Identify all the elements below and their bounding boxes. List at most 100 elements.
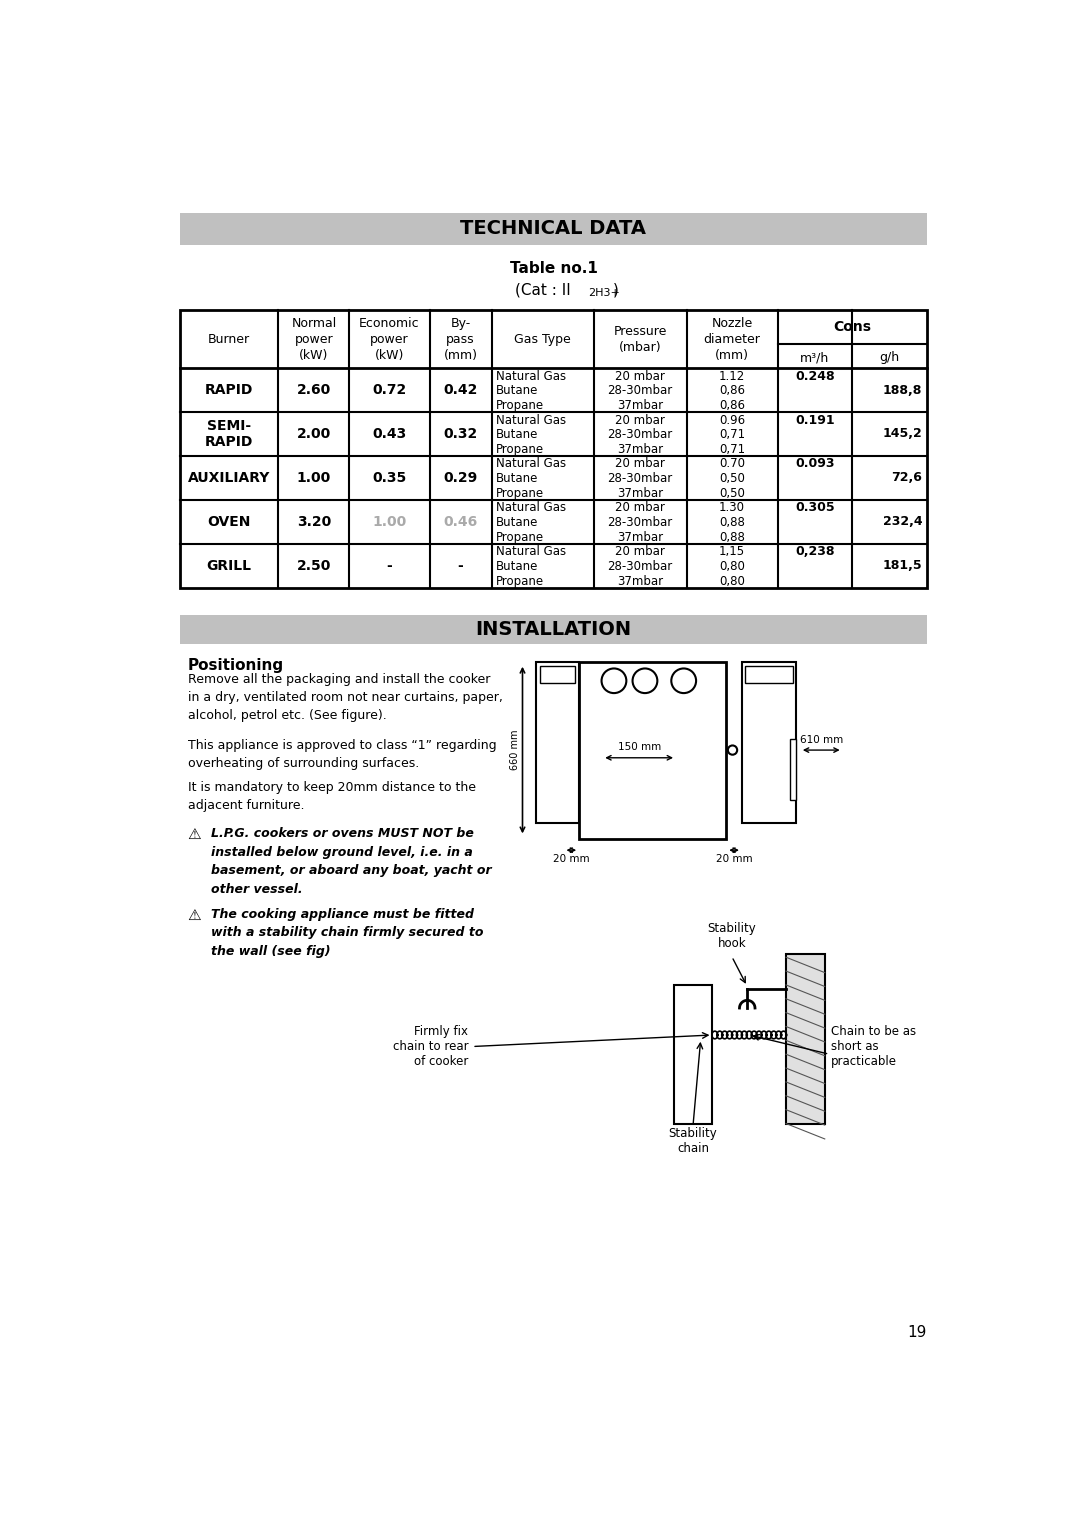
Text: 0,86: 0,86: [719, 385, 745, 397]
Text: 37mbar: 37mbar: [617, 530, 663, 544]
Text: Firmly fix
chain to rear
of cooker: Firmly fix chain to rear of cooker: [393, 1025, 469, 1068]
Text: 1.12: 1.12: [719, 370, 745, 382]
Text: 20 mbar: 20 mbar: [616, 501, 665, 515]
Bar: [674, 986, 713, 1123]
Text: 28-30mbar: 28-30mbar: [607, 428, 673, 442]
Text: 188,8: 188,8: [883, 384, 922, 397]
Text: 0.43: 0.43: [373, 426, 407, 442]
Text: 37mbar: 37mbar: [617, 399, 663, 413]
Text: 28-30mbar: 28-30mbar: [607, 516, 673, 529]
Text: Propane: Propane: [496, 399, 544, 413]
Bar: [180, 614, 927, 643]
Text: 0,50: 0,50: [719, 487, 745, 500]
Text: 0.191: 0.191: [795, 414, 835, 426]
Text: 28-30mbar: 28-30mbar: [607, 472, 673, 484]
Text: 3.20: 3.20: [297, 515, 330, 529]
Text: It is mandatory to keep 20mm distance to the
adjacent furniture.: It is mandatory to keep 20mm distance to…: [188, 781, 475, 811]
Text: 20 mm: 20 mm: [716, 854, 753, 863]
Text: Chain to be as
short as
practicable: Chain to be as short as practicable: [831, 1025, 916, 1068]
Text: 0,80: 0,80: [719, 559, 745, 573]
Text: Gas Type: Gas Type: [514, 333, 571, 345]
Text: Natural Gas: Natural Gas: [496, 370, 566, 382]
Text: By-
pass
(mm): By- pass (mm): [444, 316, 477, 362]
Text: 150 mm: 150 mm: [618, 743, 661, 752]
Text: 37mbar: 37mbar: [617, 575, 663, 588]
Text: RAPID: RAPID: [205, 384, 254, 397]
Text: Natural Gas: Natural Gas: [496, 545, 566, 558]
Text: L.P.G. cookers or ovens MUST NOT be
installed below ground level, i.e. in a
base: L.P.G. cookers or ovens MUST NOT be inst…: [211, 827, 491, 895]
Bar: [745, 666, 793, 683]
Text: 20 mm: 20 mm: [553, 854, 590, 863]
Text: Butane: Butane: [496, 559, 539, 573]
Text: 28-30mbar: 28-30mbar: [607, 559, 673, 573]
Text: Butane: Butane: [496, 516, 539, 529]
Text: 0.32: 0.32: [444, 426, 477, 442]
Text: Propane: Propane: [496, 443, 544, 455]
Text: 0.96: 0.96: [719, 414, 745, 426]
Text: m³/h: m³/h: [800, 351, 829, 364]
Text: ⚠: ⚠: [188, 827, 201, 842]
Text: 20 mbar: 20 mbar: [616, 457, 665, 471]
Text: 2.00: 2.00: [297, 426, 330, 442]
Bar: [180, 212, 927, 244]
Text: 19: 19: [907, 1325, 927, 1340]
Text: Propane: Propane: [496, 487, 544, 500]
Text: OVEN: OVEN: [207, 515, 251, 529]
Text: Normal
power
(kW): Normal power (kW): [292, 316, 337, 362]
Text: (Cat : II: (Cat : II: [515, 283, 576, 296]
Text: 0,86: 0,86: [719, 399, 745, 413]
Bar: [789, 738, 796, 801]
Text: Stability
hook: Stability hook: [707, 923, 756, 950]
Text: 2.60: 2.60: [297, 384, 330, 397]
Text: TECHNICAL DATA: TECHNICAL DATA: [460, 220, 647, 238]
Text: Pressure
(mbar): Pressure (mbar): [613, 325, 666, 354]
Text: ): ): [613, 283, 619, 296]
Text: Butane: Butane: [496, 472, 539, 484]
Text: Table no.1: Table no.1: [510, 261, 597, 275]
Text: Natural Gas: Natural Gas: [496, 501, 566, 515]
Text: Natural Gas: Natural Gas: [496, 414, 566, 426]
Text: 660 mm: 660 mm: [510, 730, 521, 770]
Bar: [180, 310, 927, 588]
Text: 0,71: 0,71: [719, 428, 745, 442]
Text: Propane: Propane: [496, 575, 544, 588]
Text: -: -: [387, 559, 392, 573]
Text: AUXILIARY: AUXILIARY: [188, 471, 270, 484]
Text: The cooking appliance must be fitted
with a stability chain firmly secured to
th: The cooking appliance must be fitted wit…: [211, 908, 484, 958]
Text: Burner: Burner: [208, 333, 251, 345]
Text: Stability
chain: Stability chain: [669, 1128, 717, 1155]
Text: 1.00: 1.00: [297, 471, 330, 484]
Text: 20 mbar: 20 mbar: [616, 414, 665, 426]
Text: Natural Gas: Natural Gas: [496, 457, 566, 471]
Text: 2H3+: 2H3+: [589, 287, 620, 298]
Text: Cons: Cons: [834, 319, 872, 333]
Text: This appliance is approved to class “1” regarding
overheating of surrounding sur: This appliance is approved to class “1” …: [188, 738, 497, 770]
Text: INSTALLATION: INSTALLATION: [475, 620, 632, 639]
Text: 0.72: 0.72: [373, 384, 407, 397]
Text: Remove all the packaging and install the cooker
in a dry, ventilated room not ne: Remove all the packaging and install the…: [188, 672, 502, 723]
Text: Economic
power
(kW): Economic power (kW): [360, 316, 420, 362]
Text: 37mbar: 37mbar: [617, 443, 663, 455]
Bar: [579, 662, 727, 839]
Text: SEMI-
RAPID: SEMI- RAPID: [205, 419, 254, 449]
Text: -: -: [458, 559, 463, 573]
Text: 0.46: 0.46: [444, 515, 477, 529]
Text: ⚠: ⚠: [188, 908, 201, 923]
Text: Butane: Butane: [496, 385, 539, 397]
Text: 0.29: 0.29: [444, 471, 477, 484]
Text: Propane: Propane: [496, 530, 544, 544]
Text: 72,6: 72,6: [891, 471, 922, 484]
Text: 610 mm: 610 mm: [800, 735, 843, 744]
Bar: [742, 662, 796, 824]
Text: g/h: g/h: [879, 351, 900, 364]
Text: 20 mbar: 20 mbar: [616, 370, 665, 382]
Text: 0.248: 0.248: [795, 370, 835, 382]
Text: 0,50: 0,50: [719, 472, 745, 484]
Text: 0.70: 0.70: [719, 457, 745, 471]
Bar: [540, 666, 576, 683]
Text: 0.35: 0.35: [373, 471, 407, 484]
Text: 1.30: 1.30: [719, 501, 745, 515]
Text: GRILL: GRILL: [206, 559, 252, 573]
Text: 181,5: 181,5: [882, 559, 922, 571]
Text: 1.00: 1.00: [373, 515, 407, 529]
